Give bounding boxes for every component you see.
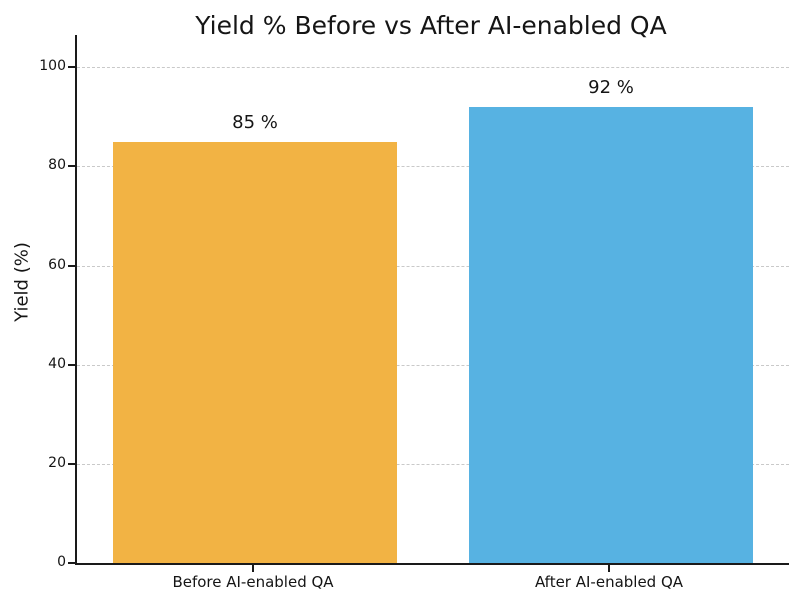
x-tick-mark: [252, 565, 254, 572]
gridline-y-40: [77, 364, 789, 366]
y-tick-mark: [68, 562, 75, 564]
y-tick-mark: [68, 165, 75, 168]
y-tick-label: 80: [48, 157, 66, 174]
y-tick-label: 0: [57, 554, 66, 570]
gridline-y-80: [77, 166, 789, 168]
y-tick-label: 60: [48, 256, 66, 273]
y-tick-label: 20: [48, 454, 66, 471]
bar-value-label: 85 %: [232, 111, 278, 133]
bar-before-ai-enabled-qa: [112, 141, 398, 563]
x-tick-mark: [608, 565, 610, 572]
y-axis-label: Yield (%): [11, 242, 33, 322]
gridline-y-60: [77, 265, 789, 267]
chart-title: Yield % Before vs After AI-enabled QA: [195, 11, 667, 40]
plot-area: 85 % 92 %: [75, 35, 789, 565]
y-tick-label: 40: [48, 355, 66, 372]
y-tick-mark: [68, 462, 75, 465]
bar-value-label: 92 %: [588, 76, 634, 98]
y-tick-label: 100: [39, 58, 66, 75]
x-tick-label-after-ai-enabled-qa: After AI-enabled QA: [534, 573, 684, 591]
y-tick-mark: [68, 66, 75, 69]
gridline-y-100: [77, 67, 789, 69]
y-tick-mark: [68, 264, 75, 267]
gridline-y-20: [77, 463, 789, 465]
x-tick-label-before-ai-enabled-qa: Before AI-enabled QA: [172, 573, 334, 591]
y-tick-mark: [68, 363, 75, 366]
bar-after-ai-enabled-qa: [468, 106, 754, 563]
